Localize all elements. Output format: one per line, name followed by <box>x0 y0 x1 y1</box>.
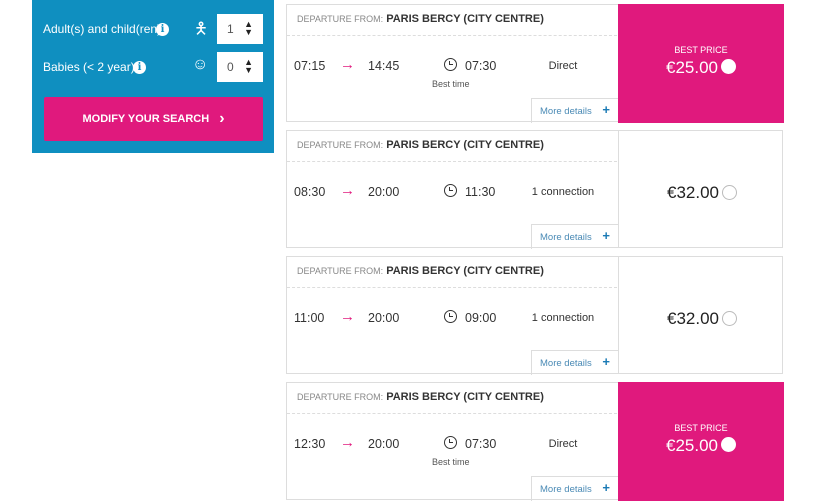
price: €32.00 <box>667 309 719 328</box>
connection-type: Direct <box>548 60 578 72</box>
station-name: PARIS BERCY (CITY CENTRE) <box>386 265 544 277</box>
plus-icon: + <box>602 354 610 369</box>
modify-search-button[interactable]: MODIFY YOUR SEARCH › <box>44 97 263 141</box>
trip-card: DEPARTURE FROM: PARIS BERCY (CITY CENTRE)… <box>286 382 784 501</box>
arrow-right-icon: → <box>340 182 355 199</box>
best-time-label: Best time <box>432 79 470 89</box>
stepper-arrows-icon[interactable]: ▲ ▼ <box>244 19 253 37</box>
price: €32.00 <box>667 183 719 202</box>
price-option[interactable]: €32.00 <box>618 130 784 248</box>
departure-header: DEPARTURE FROM: PARIS BERCY (CITY CENTRE) <box>297 139 544 151</box>
price-option[interactable]: €32.00 <box>618 256 784 374</box>
price-option[interactable]: BEST PRICE €25.00 <box>618 382 784 501</box>
babies-stepper[interactable]: 0 ▲ ▼ <box>217 52 263 82</box>
stepper-arrows-icon[interactable]: ▲ ▼ <box>244 57 253 75</box>
more-details-label: More details <box>540 232 592 243</box>
best-price-label: BEST PRICE <box>674 423 728 433</box>
trip-card: DEPARTURE FROM: PARIS BERCY (CITY CENTRE)… <box>286 4 784 123</box>
departure-prefix: DEPARTURE FROM: <box>297 140 384 150</box>
adults-value: 1 <box>227 22 234 36</box>
plus-icon: + <box>602 228 610 243</box>
departure-time: 12:30 <box>294 437 326 451</box>
duration: 07:30 <box>465 59 497 73</box>
departure-prefix: DEPARTURE FROM: <box>297 266 384 276</box>
babies-value: 0 <box>227 60 234 74</box>
best-price-label: BEST PRICE <box>674 45 728 55</box>
more-details-button[interactable]: More details + <box>531 476 618 501</box>
price-radio[interactable] <box>721 59 736 74</box>
price-radio[interactable] <box>722 185 737 200</box>
departure-time: 11:00 <box>294 311 325 325</box>
divider <box>287 35 617 36</box>
divider <box>287 161 617 162</box>
more-details-button[interactable]: More details + <box>531 224 618 249</box>
price-option[interactable]: BEST PRICE €25.00 <box>618 4 784 123</box>
price: €25.00 <box>666 436 718 455</box>
price-radio[interactable] <box>722 311 737 326</box>
more-details-label: More details <box>540 106 592 117</box>
departure-prefix: DEPARTURE FROM: <box>297 14 384 24</box>
person-icon: 🯅 <box>194 21 209 38</box>
arrow-right-icon: → <box>340 56 355 73</box>
arrival-time: 20:00 <box>368 185 400 199</box>
departure-prefix: DEPARTURE FROM: <box>297 392 384 402</box>
departure-time: 07:15 <box>294 59 326 73</box>
adults-label: Adult(s) and child(ren) <box>43 22 162 36</box>
baby-icon: ☺ <box>192 56 209 73</box>
more-details-button[interactable]: More details + <box>531 98 618 123</box>
arrival-time: 20:00 <box>368 311 400 325</box>
info-icon[interactable]: i <box>156 23 169 36</box>
station-name: PARIS BERCY (CITY CENTRE) <box>386 391 544 403</box>
divider <box>287 287 617 288</box>
price-radio[interactable] <box>721 437 736 452</box>
arrow-right-icon: → <box>340 434 355 451</box>
clock-icon <box>444 310 457 323</box>
duration: 07:30 <box>465 437 497 451</box>
connection-type: Direct <box>548 438 578 450</box>
departure-header: DEPARTURE FROM: PARIS BERCY (CITY CENTRE) <box>297 265 544 277</box>
clock-icon <box>444 436 457 449</box>
clock-icon <box>444 184 457 197</box>
trip-card: DEPARTURE FROM: PARIS BERCY (CITY CENTRE)… <box>286 130 784 249</box>
station-name: PARIS BERCY (CITY CENTRE) <box>386 139 544 151</box>
price: €25.00 <box>666 58 718 77</box>
modify-search-label: MODIFY YOUR SEARCH <box>82 113 210 125</box>
search-panel: Adult(s) and child(ren) i 🯅 1 ▲ ▼ Babies (… <box>32 0 274 153</box>
adults-stepper[interactable]: 1 ▲ ▼ <box>217 14 263 44</box>
departure-header: DEPARTURE FROM: PARIS BERCY (CITY CENTRE) <box>297 391 544 403</box>
duration: 11:30 <box>465 185 496 199</box>
departure-header: DEPARTURE FROM: PARIS BERCY (CITY CENTRE) <box>297 13 544 25</box>
connection-type: 1 connection <box>531 186 595 198</box>
connection-type: 1 connection <box>531 312 595 324</box>
chevron-right-icon: › <box>219 110 225 127</box>
more-details-label: More details <box>540 484 592 495</box>
trip-card: DEPARTURE FROM: PARIS BERCY (CITY CENTRE)… <box>286 256 784 375</box>
departure-time: 08:30 <box>294 185 326 199</box>
plus-icon: + <box>602 102 610 117</box>
more-details-button[interactable]: More details + <box>531 350 618 375</box>
arrival-time: 20:00 <box>368 437 400 451</box>
plus-icon: + <box>602 480 610 495</box>
babies-label: Babies (< 2 year) <box>43 60 135 74</box>
arrival-time: 14:45 <box>368 59 400 73</box>
more-details-label: More details <box>540 358 592 369</box>
station-name: PARIS BERCY (CITY CENTRE) <box>386 13 544 25</box>
clock-icon <box>444 58 457 71</box>
best-time-label: Best time <box>432 457 470 467</box>
info-icon[interactable]: i <box>133 61 146 74</box>
divider <box>287 413 617 414</box>
duration: 09:00 <box>465 311 497 325</box>
arrow-right-icon: → <box>340 308 355 325</box>
